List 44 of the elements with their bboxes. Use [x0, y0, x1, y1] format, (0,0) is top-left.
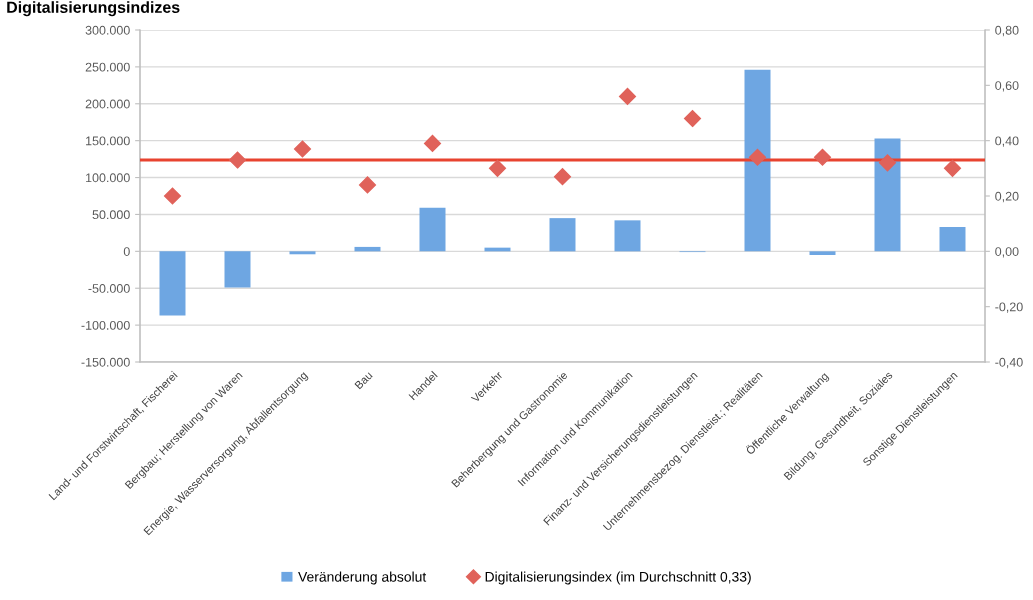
point [423, 134, 442, 152]
y-tick-label: 100.000 [86, 173, 130, 183]
point [618, 87, 637, 105]
bar [289, 251, 316, 255]
legend-label: Digitalisierungsindex (im Durchschnitt 0,33) [485, 571, 751, 585]
y-tick-label: 200.000 [85, 99, 130, 109]
point [553, 168, 572, 186]
bar [419, 207, 446, 252]
x-tick-label: Bau [354, 371, 373, 390]
point [878, 154, 897, 172]
y-tick-label: 300.000 [85, 25, 130, 35]
y-tick-label: 50.000 [92, 210, 130, 220]
point [228, 151, 247, 169]
y2-tick-label: -0,20 [995, 302, 1023, 313]
y2-tick-label: 0,20 [995, 191, 1019, 203]
point [683, 109, 702, 128]
y-tick-label: 150.000 [86, 136, 130, 146]
point [293, 140, 312, 158]
point [813, 148, 832, 166]
y-tick-label: -50.000 [88, 284, 130, 293]
bar [614, 220, 641, 252]
legend-label: Veränderung absolut [298, 571, 427, 585]
y-tick-label: 0 [123, 247, 130, 256]
y2-tick-label: 0,80 [995, 25, 1019, 37]
bar [549, 218, 576, 252]
y-tick-label: -100.000 [81, 320, 130, 330]
bar [874, 138, 901, 252]
y-tick-label: 250.000 [85, 62, 130, 72]
bar [809, 251, 836, 256]
bar [224, 251, 251, 288]
y2-tick-label: 0,60 [995, 81, 1019, 92]
point [358, 176, 377, 194]
point [943, 159, 962, 177]
y2-tick-label: 0,40 [995, 136, 1019, 147]
point [748, 148, 767, 166]
y-tick-label: -150.000 [81, 357, 130, 367]
point [163, 187, 182, 205]
bar [939, 226, 966, 252]
y2-tick-label: 0,00 [995, 247, 1019, 258]
bar [744, 69, 771, 252]
point [488, 159, 507, 177]
y2-tick-label: -0,40 [995, 357, 1023, 369]
bar [159, 251, 186, 316]
chart-title: Digitalisierungsindizes [7, 1, 180, 17]
